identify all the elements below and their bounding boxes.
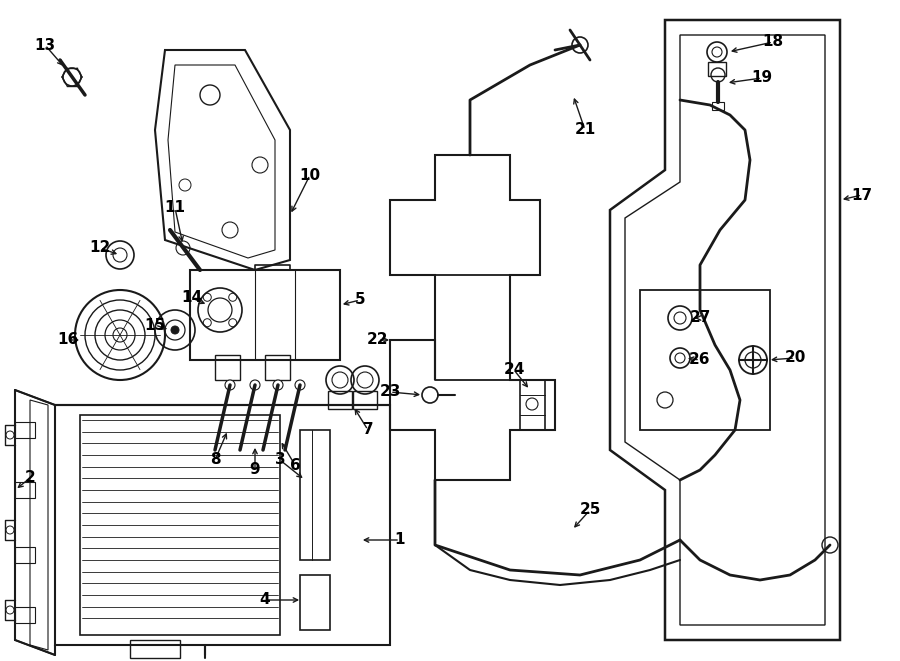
Text: 23: 23 <box>379 385 400 399</box>
Text: 5: 5 <box>355 293 365 307</box>
Text: 8: 8 <box>210 453 220 467</box>
Text: 11: 11 <box>165 200 185 215</box>
Text: 6: 6 <box>290 457 301 473</box>
Text: 4: 4 <box>260 592 270 607</box>
Circle shape <box>250 380 260 390</box>
Text: 13: 13 <box>34 38 56 52</box>
Text: 12: 12 <box>89 241 111 256</box>
Text: 14: 14 <box>182 290 202 305</box>
Text: 18: 18 <box>762 34 784 50</box>
Text: 17: 17 <box>851 188 873 202</box>
Bar <box>712 102 724 110</box>
Bar <box>708 62 726 76</box>
Text: 3: 3 <box>274 453 285 467</box>
Text: 27: 27 <box>689 311 711 325</box>
Text: 7: 7 <box>363 422 374 438</box>
Text: 25: 25 <box>580 502 600 518</box>
Text: 16: 16 <box>58 332 78 348</box>
Text: 20: 20 <box>784 350 806 366</box>
Circle shape <box>171 326 179 334</box>
Text: 1: 1 <box>395 533 405 547</box>
Text: 9: 9 <box>249 463 260 477</box>
Circle shape <box>273 380 283 390</box>
Circle shape <box>225 380 235 390</box>
Text: 21: 21 <box>574 122 596 137</box>
Text: 26: 26 <box>689 352 711 368</box>
Bar <box>353 391 377 409</box>
Text: 2: 2 <box>24 471 35 485</box>
Text: 15: 15 <box>144 317 166 332</box>
Circle shape <box>295 380 305 390</box>
Bar <box>328 391 352 409</box>
Text: 24: 24 <box>503 362 525 377</box>
Text: 10: 10 <box>300 167 320 182</box>
Text: 19: 19 <box>752 71 772 85</box>
Text: 22: 22 <box>367 332 389 348</box>
